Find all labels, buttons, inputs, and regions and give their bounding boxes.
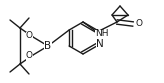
Text: O: O [25,32,32,41]
Text: NH: NH [95,29,109,39]
Text: O: O [135,20,143,28]
Text: N: N [96,39,104,49]
Text: O: O [25,51,32,61]
Text: B: B [44,41,51,51]
